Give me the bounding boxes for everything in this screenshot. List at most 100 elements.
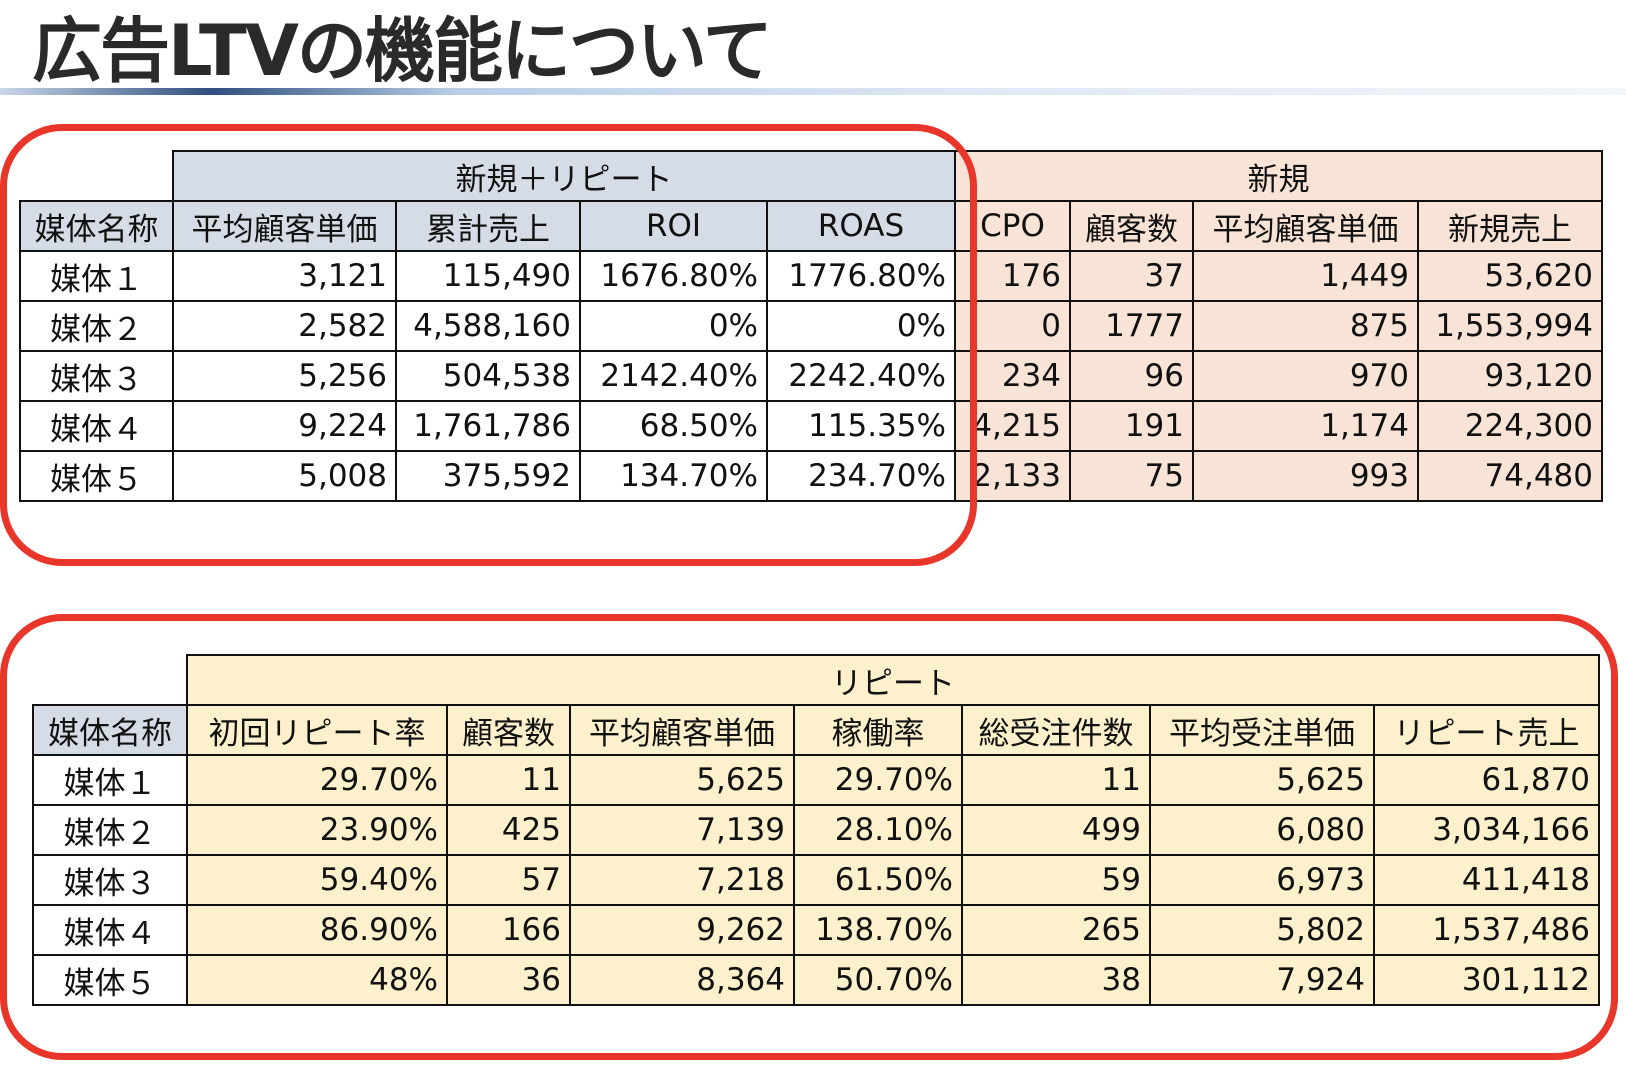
group-header-row: 新規＋リピート 新規 <box>20 150 1603 202</box>
value-cell: 1,553,994 <box>1417 300 1603 352</box>
value-cell: 48% <box>186 954 448 1006</box>
value-cell: 224,300 <box>1417 400 1603 452</box>
value-cell: 375,592 <box>395 450 581 502</box>
value-cell: 8,364 <box>569 954 795 1006</box>
value-cell: 234 <box>954 350 1071 402</box>
value-cell: 28.10% <box>793 804 963 856</box>
column-header: 稼働率 <box>793 704 963 756</box>
media-name-cell: 媒体５ <box>32 954 188 1006</box>
group-header-repeat: リピート <box>185 654 1601 706</box>
value-cell: 1776.80% <box>766 250 956 302</box>
column-header: 累計売上 <box>395 200 581 252</box>
table-row: 媒体５ 5,008 375,592 134.70% 234.70% 2,133 75 993 7… <box>19 450 1603 502</box>
value-cell: 0 <box>954 300 1071 352</box>
value-cell: 1,761,786 <box>395 400 581 452</box>
value-cell: 50.70% <box>793 954 963 1006</box>
value-cell: 59 <box>961 854 1151 906</box>
value-cell: 86.90% <box>186 904 448 956</box>
value-cell: 2,582 <box>172 300 397 352</box>
value-cell: 61.50% <box>793 854 963 906</box>
table-row: 媒体３ 5,256 504,538 2142.40% 2242.40% 234 96 970 9… <box>19 350 1603 402</box>
media-name-cell: 媒体２ <box>32 804 188 856</box>
column-header: 媒体名称 <box>19 200 174 252</box>
value-cell: 2,133 <box>954 450 1071 502</box>
value-cell: 265 <box>961 904 1151 956</box>
column-header: 初回リピート率 <box>186 704 448 756</box>
media-name-cell: 媒体３ <box>32 854 188 906</box>
title-underline <box>0 88 1626 95</box>
value-cell: 7,924 <box>1149 954 1375 1006</box>
value-cell: 5,625 <box>1149 754 1375 806</box>
table-row: 媒体２ 23.90% 425 7,139 28.10% 499 6,080 3,034,166 <box>32 804 1601 856</box>
value-cell: 425 <box>446 804 571 856</box>
media-name-cell: 媒体４ <box>19 400 174 452</box>
value-cell: 1,449 <box>1192 250 1419 302</box>
value-cell: 53,620 <box>1417 250 1603 302</box>
value-cell: 234.70% <box>766 450 956 502</box>
table-row: 媒体１ 3,121 115,490 1676.80% 1776.80% 176 37 1,44… <box>19 250 1603 302</box>
column-header: 総受注件数 <box>961 704 1151 756</box>
empty-corner <box>33 655 187 705</box>
value-cell: 9,262 <box>569 904 795 956</box>
value-cell: 36 <box>446 954 571 1006</box>
value-cell: 38 <box>961 954 1151 1006</box>
column-header: 平均顧客単価 <box>1192 200 1419 252</box>
column-header-row: 媒体名称 初回リピート率 顧客数 平均顧客単価 稼働率 総受注件数 平均受注単価 リピート売上 <box>32 704 1601 756</box>
value-cell: 1676.80% <box>579 250 768 302</box>
value-cell: 6,080 <box>1149 804 1375 856</box>
value-cell: 115,490 <box>395 250 581 302</box>
column-header: 媒体名称 <box>32 704 188 756</box>
value-cell: 23.90% <box>186 804 448 856</box>
column-header: 平均顧客単価 <box>172 200 397 252</box>
table-row: 媒体５ 48% 36 8,364 50.70% 38 7,924 301,112 <box>32 954 1601 1006</box>
column-header: 顧客数 <box>446 704 571 756</box>
value-cell: 875 <box>1192 300 1419 352</box>
value-cell: 7,218 <box>569 854 795 906</box>
media-name-cell: 媒体４ <box>32 904 188 956</box>
value-cell: 6,973 <box>1149 854 1375 906</box>
value-cell: 504,538 <box>395 350 581 402</box>
value-cell: 75 <box>1069 450 1194 502</box>
media-name-cell: 媒体１ <box>32 754 188 806</box>
new-plus-repeat-table: 新規＋リピート 新規 媒体名称 平均顧客単価 累計売上 ROI ROAS CPO 顧客数 平均顧客… <box>19 150 1603 502</box>
column-header-row: 媒体名称 平均顧客単価 累計売上 ROI ROAS CPO 顧客数 平均顧客単価 新規売上 <box>19 200 1603 252</box>
group-header-new: 新規 <box>954 150 1603 202</box>
value-cell: 301,112 <box>1372 954 1601 1006</box>
column-header: 新規売上 <box>1417 200 1603 252</box>
column-header: 平均顧客単価 <box>569 704 795 756</box>
value-cell: 93,120 <box>1417 350 1603 402</box>
media-name-cell: 媒体１ <box>19 250 174 302</box>
value-cell: 37 <box>1069 250 1194 302</box>
column-header: 顧客数 <box>1069 200 1194 252</box>
value-cell: 5,802 <box>1149 904 1375 956</box>
table-row: 媒体４ 86.90% 166 9,262 138.70% 265 5,802 1,537,48… <box>32 904 1601 956</box>
column-header: CPO <box>954 200 1071 252</box>
value-cell: 166 <box>446 904 571 956</box>
repeat-table: リピート 媒体名称 初回リピート率 顧客数 平均顧客単価 稼働率 総受注件数 平均受注単価 リピ… <box>32 654 1601 1006</box>
value-cell: 993 <box>1192 450 1419 502</box>
empty-corner <box>20 151 173 201</box>
value-cell: 1,174 <box>1192 400 1419 452</box>
column-header: ROAS <box>766 200 956 252</box>
value-cell: 59.40% <box>186 854 448 906</box>
value-cell: 1,537,486 <box>1372 904 1601 956</box>
value-cell: 4,215 <box>954 400 1071 452</box>
value-cell: 74,480 <box>1417 450 1603 502</box>
value-cell: 970 <box>1192 350 1419 402</box>
value-cell: 11 <box>446 754 571 806</box>
value-cell: 134.70% <box>579 450 768 502</box>
value-cell: 57 <box>446 854 571 906</box>
table-row: 媒体２ 2,582 4,588,160 0% 0% 0 1777 875 1,553,994 <box>19 300 1603 352</box>
media-name-cell: 媒体３ <box>19 350 174 402</box>
value-cell: 5,625 <box>569 754 795 806</box>
table-row: 媒体１ 29.70% 11 5,625 29.70% 11 5,625 61,870 <box>32 754 1601 806</box>
value-cell: 176 <box>954 250 1071 302</box>
value-cell: 2142.40% <box>579 350 768 402</box>
value-cell: 5,256 <box>172 350 397 402</box>
value-cell: 68.50% <box>579 400 768 452</box>
value-cell: 3,121 <box>172 250 397 302</box>
value-cell: 0% <box>766 300 956 352</box>
value-cell: 96 <box>1069 350 1194 402</box>
value-cell: 61,870 <box>1372 754 1601 806</box>
value-cell: 411,418 <box>1372 854 1601 906</box>
